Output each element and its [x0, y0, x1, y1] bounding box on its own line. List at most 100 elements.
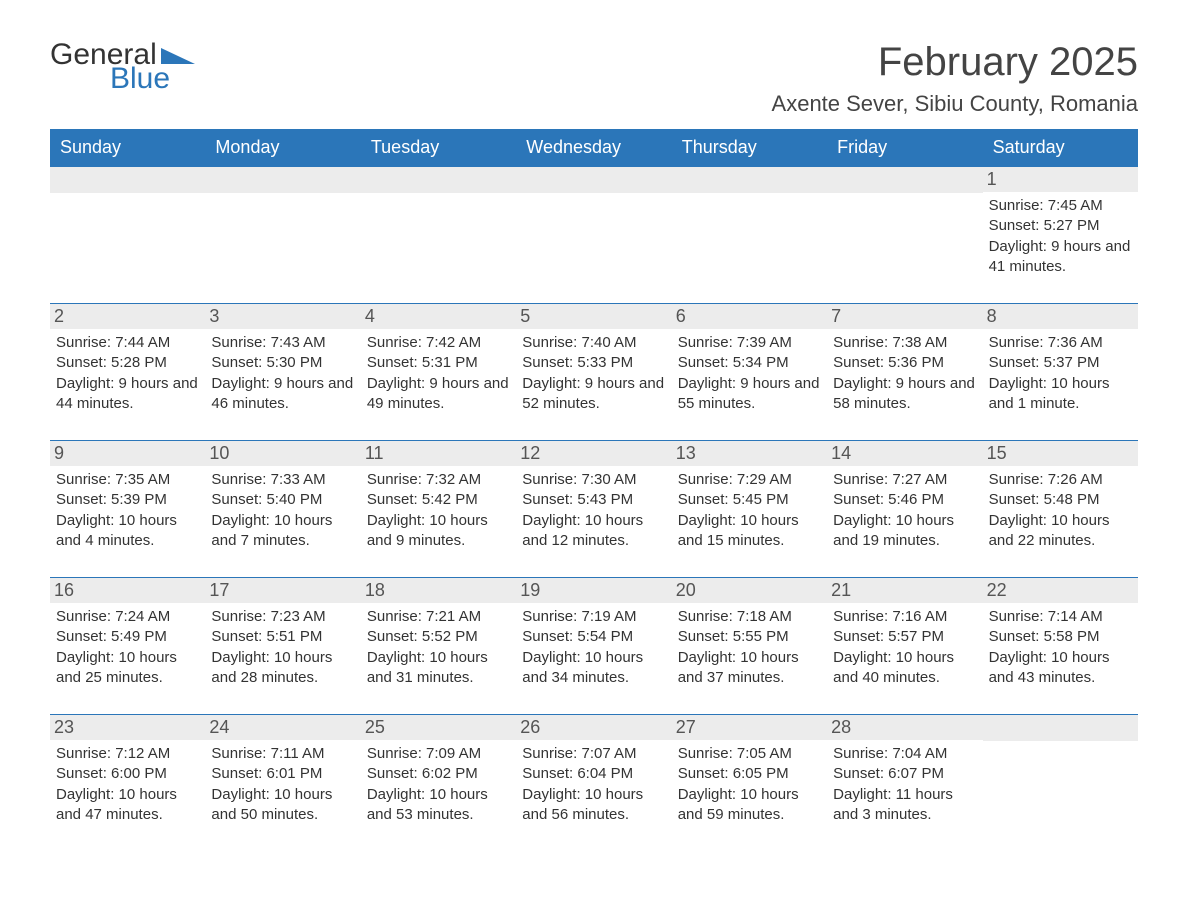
weeks-container: 1Sunrise: 7:45 AMSunset: 5:27 PMDaylight…	[50, 166, 1138, 833]
daylight-text: Daylight: 10 hours and 53 minutes.	[367, 785, 510, 826]
day-cell: 9 Sunrise: 7:35 AMSunset: 5:39 PMDaylight…	[50, 441, 205, 559]
sunset-text: Sunset: 5:48 PM	[989, 490, 1132, 510]
day-cell: 5Sunrise: 7:40 AMSunset: 5:33 PMDaylight…	[516, 304, 671, 422]
daylight-text: Daylight: 9 hours and 49 minutes.	[367, 374, 510, 415]
sunset-text: Sunset: 5:40 PM	[211, 490, 354, 510]
week-row: 9 Sunrise: 7:35 AMSunset: 5:39 PMDaylight…	[50, 440, 1138, 559]
day-cell: 4Sunrise: 7:42 AMSunset: 5:31 PMDaylight…	[361, 304, 516, 422]
title-block: February 2025 Axente Sever, Sibiu County…	[772, 40, 1138, 117]
sunset-text: Sunset: 5:54 PM	[522, 627, 665, 647]
weekday-header: Saturday	[983, 129, 1138, 166]
sunset-text: Sunset: 6:04 PM	[522, 764, 665, 784]
daylight-text: Daylight: 10 hours and 28 minutes.	[211, 648, 354, 689]
day-detail: Sunrise: 7:27 AMSunset: 5:46 PMDaylight:…	[833, 470, 976, 551]
sunset-text: Sunset: 5:58 PM	[989, 627, 1132, 647]
weekday-header: Sunday	[50, 129, 205, 166]
day-detail: Sunrise: 7:19 AMSunset: 5:54 PMDaylight:…	[522, 607, 665, 688]
day-detail: Sunrise: 7:21 AMSunset: 5:52 PMDaylight:…	[367, 607, 510, 688]
day-cell	[516, 167, 671, 285]
weekday-header: Tuesday	[361, 129, 516, 166]
day-detail: Sunrise: 7:35 AMSunset: 5:39 PMDaylight:…	[56, 470, 199, 551]
day-cell: 8Sunrise: 7:36 AMSunset: 5:37 PMDaylight…	[983, 304, 1138, 422]
day-number: 22	[983, 578, 1138, 603]
day-detail: Sunrise: 7:16 AMSunset: 5:57 PMDaylight:…	[833, 607, 976, 688]
day-number: 23	[50, 715, 205, 740]
daylight-text: Daylight: 9 hours and 58 minutes.	[833, 374, 976, 415]
day-detail: Sunrise: 7:29 AMSunset: 5:45 PMDaylight:…	[678, 470, 821, 551]
day-detail: Sunrise: 7:14 AMSunset: 5:58 PMDaylight:…	[989, 607, 1132, 688]
day-cell: 25Sunrise: 7:09 AMSunset: 6:02 PMDayligh…	[361, 715, 516, 833]
day-detail: Sunrise: 7:38 AMSunset: 5:36 PMDaylight:…	[833, 333, 976, 414]
daylight-text: Daylight: 9 hours and 46 minutes.	[211, 374, 354, 415]
sunrise-text: Sunrise: 7:16 AM	[833, 607, 976, 627]
sunset-text: Sunset: 5:52 PM	[367, 627, 510, 647]
day-number: 7	[827, 304, 982, 329]
day-cell: 21 Sunrise: 7:16 AMSunset: 5:57 PMDayligh…	[827, 578, 982, 696]
daylight-text: Daylight: 10 hours and 56 minutes.	[522, 785, 665, 826]
day-number: 9	[50, 441, 205, 466]
day-detail: Sunrise: 7:30 AMSunset: 5:43 PMDaylight:…	[522, 470, 665, 551]
sunset-text: Sunset: 6:00 PM	[56, 764, 199, 784]
day-number: 13	[672, 441, 827, 466]
day-cell: 19 Sunrise: 7:19 AMSunset: 5:54 PMDayligh…	[516, 578, 671, 696]
day-number: 19	[516, 578, 671, 603]
day-number: 5	[516, 304, 671, 329]
week-row: 2Sunrise: 7:44 AMSunset: 5:28 PMDaylight…	[50, 303, 1138, 422]
sunrise-text: Sunrise: 7:26 AM	[989, 470, 1132, 490]
weekday-header: Wednesday	[516, 129, 671, 166]
day-number	[50, 167, 205, 193]
day-detail: Sunrise: 7:33 AMSunset: 5:40 PMDaylight:…	[211, 470, 354, 551]
sunset-text: Sunset: 5:27 PM	[989, 216, 1132, 236]
day-number	[205, 167, 360, 193]
day-number: 16	[50, 578, 205, 603]
day-detail: Sunrise: 7:42 AMSunset: 5:31 PMDaylight:…	[367, 333, 510, 414]
day-number: 15	[983, 441, 1138, 466]
sunset-text: Sunset: 5:57 PM	[833, 627, 976, 647]
daylight-text: Daylight: 10 hours and 34 minutes.	[522, 648, 665, 689]
sunset-text: Sunset: 6:05 PM	[678, 764, 821, 784]
day-number	[827, 167, 982, 193]
daylight-text: Daylight: 10 hours and 25 minutes.	[56, 648, 199, 689]
day-number	[983, 715, 1138, 741]
day-cell: 6 Sunrise: 7:39 AMSunset: 5:34 PMDaylight…	[672, 304, 827, 422]
daylight-text: Daylight: 10 hours and 31 minutes.	[367, 648, 510, 689]
sunset-text: Sunset: 5:42 PM	[367, 490, 510, 510]
day-detail: Sunrise: 7:24 AMSunset: 5:49 PMDaylight:…	[56, 607, 199, 688]
sunset-text: Sunset: 5:30 PM	[211, 353, 354, 373]
day-detail: Sunrise: 7:39 AMSunset: 5:34 PMDaylight:…	[678, 333, 821, 414]
sunset-text: Sunset: 6:01 PM	[211, 764, 354, 784]
sunset-text: Sunset: 5:49 PM	[56, 627, 199, 647]
day-cell: 22 Sunrise: 7:14 AMSunset: 5:58 PMDayligh…	[983, 578, 1138, 696]
day-number: 21	[827, 578, 982, 603]
sunrise-text: Sunrise: 7:18 AM	[678, 607, 821, 627]
day-number: 26	[516, 715, 671, 740]
logo-word-2: Blue	[110, 64, 195, 94]
sunrise-text: Sunrise: 7:30 AM	[522, 470, 665, 490]
sunrise-text: Sunrise: 7:12 AM	[56, 744, 199, 764]
page-header: General Blue February 2025 Axente Sever,…	[50, 40, 1138, 117]
day-number: 6	[672, 304, 827, 329]
day-cell: 12Sunrise: 7:30 AMSunset: 5:43 PMDayligh…	[516, 441, 671, 559]
day-detail: Sunrise: 7:45 AMSunset: 5:27 PMDaylight:…	[989, 196, 1132, 277]
daylight-text: Daylight: 10 hours and 40 minutes.	[833, 648, 976, 689]
weekday-header: Monday	[205, 129, 360, 166]
day-detail: Sunrise: 7:04 AMSunset: 6:07 PMDaylight:…	[833, 744, 976, 825]
daylight-text: Daylight: 9 hours and 41 minutes.	[989, 237, 1132, 278]
day-detail: Sunrise: 7:05 AMSunset: 6:05 PMDaylight:…	[678, 744, 821, 825]
day-number	[672, 167, 827, 193]
day-cell: 15Sunrise: 7:26 AMSunset: 5:48 PMDayligh…	[983, 441, 1138, 559]
sunrise-text: Sunrise: 7:40 AM	[522, 333, 665, 353]
sunset-text: Sunset: 5:55 PM	[678, 627, 821, 647]
sunrise-text: Sunrise: 7:21 AM	[367, 607, 510, 627]
sunrise-text: Sunrise: 7:43 AM	[211, 333, 354, 353]
daylight-text: Daylight: 10 hours and 4 minutes.	[56, 511, 199, 552]
day-cell: 14Sunrise: 7:27 AMSunset: 5:46 PMDayligh…	[827, 441, 982, 559]
calendar: Sunday Monday Tuesday Wednesday Thursday…	[50, 129, 1138, 833]
day-number: 18	[361, 578, 516, 603]
month-title: February 2025	[772, 40, 1138, 85]
day-number: 25	[361, 715, 516, 740]
day-number: 17	[205, 578, 360, 603]
day-detail: Sunrise: 7:36 AMSunset: 5:37 PMDaylight:…	[989, 333, 1132, 414]
sunset-text: Sunset: 5:34 PM	[678, 353, 821, 373]
sunset-text: Sunset: 5:43 PM	[522, 490, 665, 510]
